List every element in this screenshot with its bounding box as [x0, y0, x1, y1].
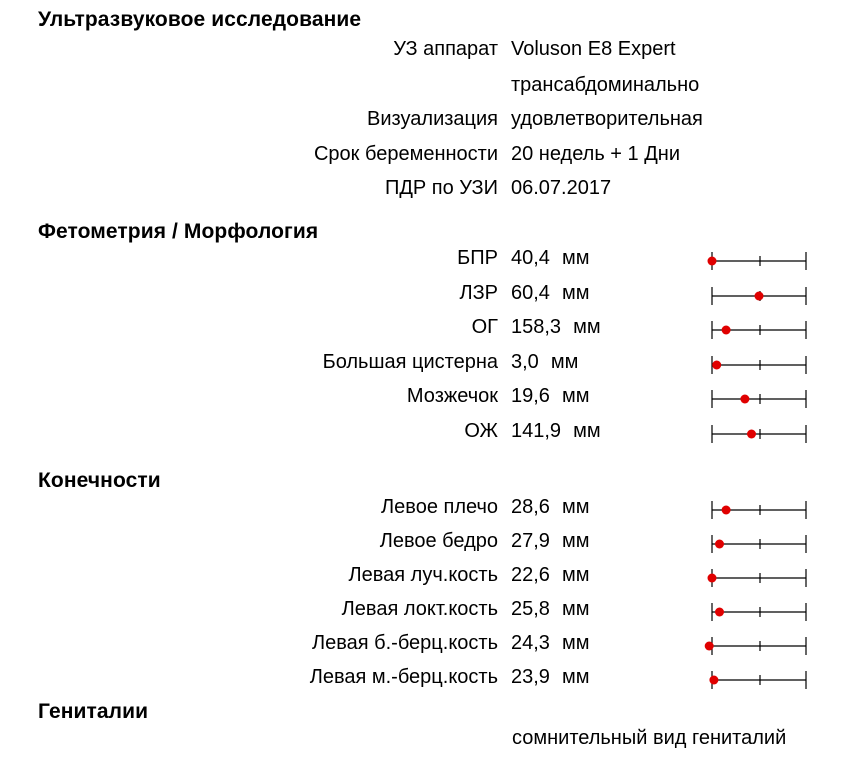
gauge-marker-dot [712, 360, 722, 369]
fetometry-section-title: Фетометрия / Морфология [38, 220, 319, 243]
fetometry-row-percentile-gauge [711, 424, 807, 443]
gauge-marker-dot [709, 675, 719, 685]
fetometry-row-unit: мм [550, 350, 579, 373]
limbs-row-label: Левая б.-берц.кость [312, 632, 498, 654]
gauge-marker-dot [707, 256, 717, 266]
fetometry-row-number: 158,3 [511, 316, 562, 338]
genitals-section-title: Гениталии [38, 700, 149, 723]
limbs-row-number: 28,6 [511, 496, 550, 518]
gauge-marker-dot [747, 429, 756, 438]
ultrasound-section-title: Ультразвуковое исследование [38, 8, 362, 31]
limbs-row-percentile-gauge [707, 569, 807, 587]
fetometry-row-number: 3,0 [511, 350, 539, 373]
limbs-row-percentile-gauge [711, 603, 807, 621]
fetometry-row-label: Большая цистерна [322, 350, 498, 373]
fetometry-row-value: 141,9 мм [511, 420, 601, 443]
fetometry-row-value: 40,4 мм [511, 247, 589, 270]
limbs-row-percentile-gauge [711, 535, 807, 553]
fetometry-row-label: ЛЗР [459, 281, 498, 304]
limbs-row-label: Левая м.-берц.кость [309, 666, 498, 688]
limbs-row-value: 22,6 мм [511, 564, 589, 587]
row-value-access: трансабдоминально [511, 74, 700, 96]
limbs-row-label: Левая локт.кость [341, 598, 498, 620]
fetometry-row-percentile-gauge [707, 252, 807, 270]
gauge-marker-dot [715, 607, 724, 617]
row-value-visualization: удовлетворительная [511, 108, 703, 130]
gauge-marker-dot [721, 505, 731, 515]
fetometry-row-label: ОЖ [464, 419, 498, 442]
fetometry-row-unit: мм [573, 419, 601, 442]
limbs-row-number: 27,9 [511, 530, 550, 552]
limbs-section-title: Конечности [38, 469, 161, 492]
fetometry-row-number: 40,4 [511, 247, 550, 269]
fetometry-row-number: 60,4 [511, 281, 550, 304]
fetometry-row-label: ОГ [471, 316, 498, 338]
limbs-row-value: 28,6 мм [511, 496, 589, 519]
limbs-row-unit: мм [561, 598, 590, 620]
limbs-row-unit: мм [561, 530, 590, 552]
limbs-row-label: Левое бедро [379, 530, 498, 552]
fetometry-row-unit: мм [573, 316, 601, 338]
fetometry-row-unit: мм [561, 247, 590, 269]
fetometry-row-percentile-gauge [711, 355, 807, 374]
gauge-marker-dot [721, 325, 731, 335]
limbs-row-unit: мм [561, 564, 590, 586]
fetometry-row-label: Мозжечок [406, 385, 498, 407]
row-value-due-date: 06.07.2017 [511, 177, 612, 199]
fetometry-row-unit: мм [561, 281, 590, 304]
limbs-row-label: Левое плечо [381, 496, 498, 518]
limbs-row-label: Левая луч.кость [348, 564, 498, 586]
limbs-row-value: 27,9 мм [511, 530, 589, 553]
limbs-row-unit: мм [561, 632, 590, 654]
gauge-marker-dot [715, 539, 724, 549]
fetometry-row-label: БПР [457, 247, 498, 269]
limbs-row-value: 25,8 мм [511, 598, 589, 621]
row-value-gestation: 20 недель + 1 Дни [511, 143, 680, 165]
limbs-row-number: 22,6 [511, 564, 550, 586]
fetometry-row-value: 158,3 мм [511, 316, 601, 339]
limbs-row-number: 24,3 [511, 632, 550, 654]
fetometry-row-value: 60,4 мм [511, 282, 589, 305]
limbs-row-unit: мм [561, 496, 590, 518]
row-label-due-date: ПДР по УЗИ [384, 177, 498, 199]
limbs-row-percentile-gauge [711, 501, 807, 519]
row-label-gestation: Срок беременности [313, 143, 498, 165]
gauge-marker-dot [704, 641, 714, 651]
row-label-visualization: Визуализация [367, 108, 498, 130]
limbs-row-value: 23,9 мм [511, 666, 589, 689]
fetometry-row-value: 19,6 мм [511, 385, 589, 408]
limbs-row-number: 23,9 [511, 666, 550, 688]
fetometry-row-percentile-gauge [711, 390, 807, 408]
gauge-marker-dot [754, 291, 764, 300]
fetometry-row-unit: мм [561, 385, 590, 407]
row-label-device: УЗ аппарат [393, 38, 498, 60]
fetometry-row-percentile-gauge [711, 286, 807, 305]
limbs-row-percentile-gauge [709, 671, 807, 689]
fetometry-row-number: 141,9 [511, 419, 562, 442]
fetometry-row-percentile-gauge [711, 321, 807, 339]
gauge-marker-dot [707, 573, 717, 583]
gauge-marker-dot [740, 394, 750, 404]
fetometry-row-value: 3,0 мм [511, 351, 578, 374]
limbs-row-number: 25,8 [511, 598, 550, 620]
genitals-value: сомнительный вид гениталий [512, 727, 787, 749]
limbs-row-percentile-gauge [704, 637, 807, 655]
limbs-row-value: 24,3 мм [511, 632, 589, 655]
fetometry-row-number: 19,6 [511, 385, 550, 407]
limbs-row-unit: мм [561, 666, 590, 688]
row-value-device: Voluson E8 Expert [511, 38, 676, 60]
